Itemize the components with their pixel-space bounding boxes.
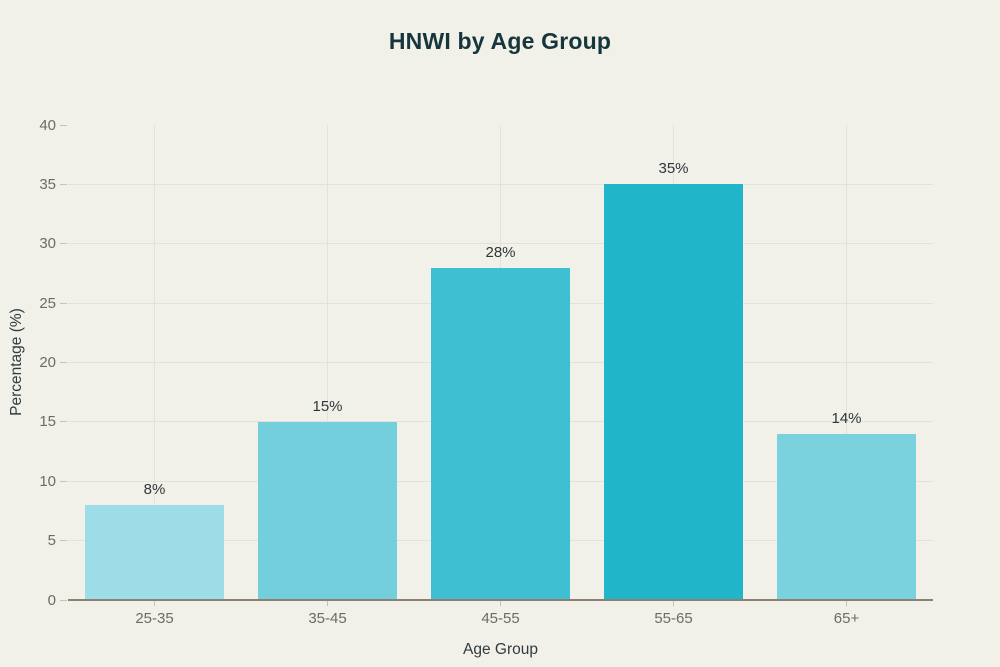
x-tick-label: 35-45 [308,610,347,627]
y-tick-label: 15 [39,413,56,431]
bar-value-label: 14% [831,409,862,427]
y-tick-mark [60,124,67,126]
bar-25-35 [85,505,224,600]
x-tick-mark [846,600,847,606]
x-tick-mark [500,600,501,606]
bar-35-45 [258,421,397,600]
bar-value-label: 15% [312,397,343,415]
x-axis-title: Age Group [463,641,538,658]
y-tick-label: 5 [47,532,56,550]
y-tick-label: 10 [39,472,56,490]
y-tick-mark [60,599,67,601]
x-tick-label: 25-35 [135,610,174,627]
y-tick-label: 0 [47,591,56,609]
x-tick-label: 55-65 [654,610,693,627]
y-tick-mark [60,421,67,423]
y-tick-mark [60,243,67,245]
x-gridline [327,125,328,600]
x-tick-mark [154,600,155,606]
y-tick-mark [60,302,67,304]
x-axis-line [68,599,933,601]
x-tick-mark [327,600,328,606]
y-tick-label: 25 [39,294,56,312]
bar-value-label: 8% [143,481,166,498]
x-gridline [154,125,155,600]
x-tick-label: 45-55 [481,610,520,627]
y-tick-label: 30 [39,235,56,253]
x-tick-label: 65+ [833,610,860,627]
y-tick-label: 35 [39,175,56,193]
y-tick-mark [60,183,67,185]
chart-title: HNWI by Age Group [388,28,612,54]
bar-65+ [777,433,916,600]
x-gridline [846,125,847,600]
y-tick-mark [60,540,67,542]
bar-45-55 [431,267,570,600]
y-tick-mark [60,480,67,482]
bar-value-label: 35% [658,160,689,178]
y-tick-label: 40 [39,116,56,134]
bar-55-65 [604,184,743,600]
bar-value-label: 28% [485,243,516,261]
y-tick-mark [60,362,67,363]
x-tick-mark [673,600,674,606]
y-tick-label: 20 [39,354,56,371]
